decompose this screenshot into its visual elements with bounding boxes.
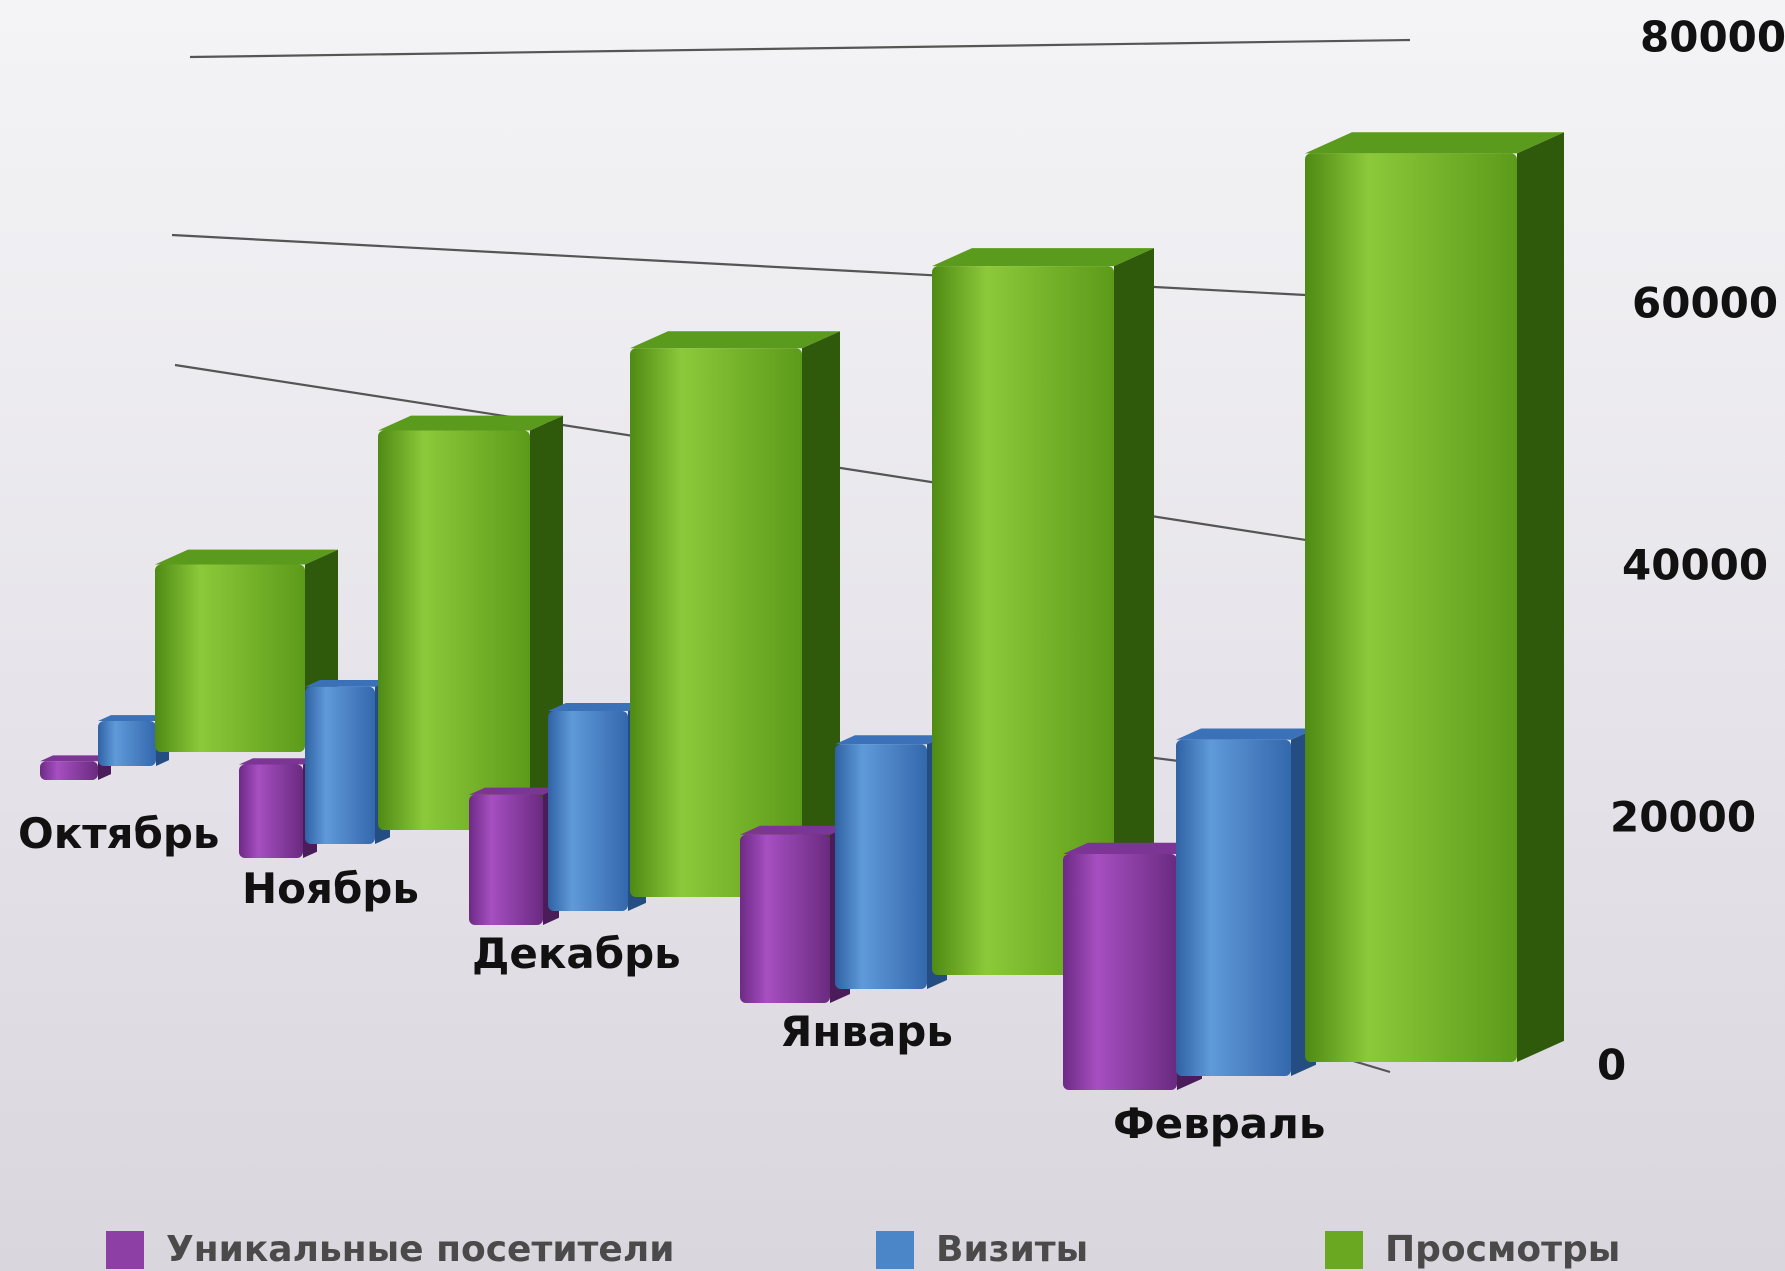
- bar-side: [802, 331, 840, 898]
- bar-визиты-ноябрь: [305, 680, 390, 844]
- x-tick-label-декабрь: Декабрь: [472, 929, 681, 978]
- bar-top: [932, 248, 1154, 267]
- legend-item-unique-visitors: Уникальные посетители: [106, 1228, 674, 1271]
- bar-top: [1063, 842, 1202, 854]
- bar-front: [40, 761, 98, 780]
- bar-top: [740, 825, 850, 835]
- bar-front: [155, 564, 305, 752]
- bar-top: [1176, 728, 1316, 740]
- bar-визиты-февраль: [1176, 728, 1316, 1076]
- bar-top: [305, 680, 390, 687]
- x-tick-label-ноябрь: Ноябрь: [242, 864, 419, 913]
- bar-top: [378, 415, 563, 431]
- legend-label-visits: Визиты: [936, 1229, 1089, 1270]
- legend-item-visits: Визиты: [876, 1228, 1088, 1271]
- x-tick-label-февраль: Февраль: [1113, 1099, 1325, 1148]
- bar-front: [469, 794, 543, 925]
- bar-front: [1176, 739, 1291, 1076]
- y-tick-label-40000: 40000: [1622, 541, 1768, 590]
- legend: Уникальные посетители Визиты Просмотры: [0, 1228, 1785, 1271]
- bar-front: [932, 266, 1114, 976]
- bar-уникальные-посетители-декабрь: [469, 787, 559, 925]
- bar-front: [1305, 153, 1517, 1062]
- bar-front: [98, 721, 156, 766]
- bar-top: [548, 702, 646, 712]
- y-tick-label-80000: 80000: [1640, 13, 1785, 62]
- bar-front: [1063, 854, 1177, 1090]
- bar-front: [740, 834, 830, 1003]
- bar-просмотры-декабрь: [630, 331, 840, 898]
- legend-swatch-visits: [876, 1230, 914, 1269]
- gridline-60000: [171, 233, 1401, 302]
- bar-top: [469, 787, 559, 795]
- bar-front: [305, 686, 375, 844]
- x-tick-label-январь: Январь: [780, 1007, 953, 1056]
- bar-визиты-январь: [835, 735, 947, 989]
- bar-top: [239, 758, 317, 765]
- y-tick-label-20000: 20000: [1610, 793, 1756, 842]
- gridline-80000: [189, 38, 1411, 59]
- legend-label-unique-visitors: Уникальные посетители: [166, 1229, 675, 1270]
- x-tick-label-октябрь: Октябрь: [18, 809, 219, 858]
- bar-front: [630, 348, 802, 897]
- bar-front: [378, 430, 530, 830]
- bar-просмотры-ноябрь: [378, 415, 563, 830]
- bar-top: [155, 549, 338, 565]
- y-tick-label-60000: 60000: [1632, 279, 1778, 328]
- bar-front: [239, 764, 303, 858]
- bar-top: [630, 331, 840, 349]
- legend-swatch-views: [1325, 1230, 1363, 1269]
- bar-уникальные-посетители-октябрь: [40, 755, 111, 780]
- legend-swatch-unique-visitors: [106, 1230, 144, 1269]
- bar-просмотры-январь: [932, 248, 1154, 976]
- bar-top: [1305, 132, 1564, 154]
- legend-label-views: Просмотры: [1385, 1229, 1621, 1270]
- bar-просмотры-октябрь: [155, 549, 338, 752]
- chart-plot: 0 20000 40000 60000 80000 Октябрь Ноябрь Декаб…: [18, 13, 1785, 1149]
- bar-side: [1114, 248, 1154, 976]
- bar-front: [548, 711, 628, 911]
- bar-front: [835, 744, 927, 989]
- legend-item-views: Просмотры: [1325, 1228, 1620, 1271]
- bar-top: [835, 735, 947, 745]
- y-tick-label-0: 0: [1597, 1041, 1626, 1090]
- bar-top: [40, 755, 111, 762]
- bar-side: [1517, 132, 1564, 1062]
- bar-просмотры-февраль: [1305, 132, 1564, 1062]
- bar-уникальные-посетители-январь: [740, 825, 850, 1003]
- bar-top: [98, 715, 169, 721]
